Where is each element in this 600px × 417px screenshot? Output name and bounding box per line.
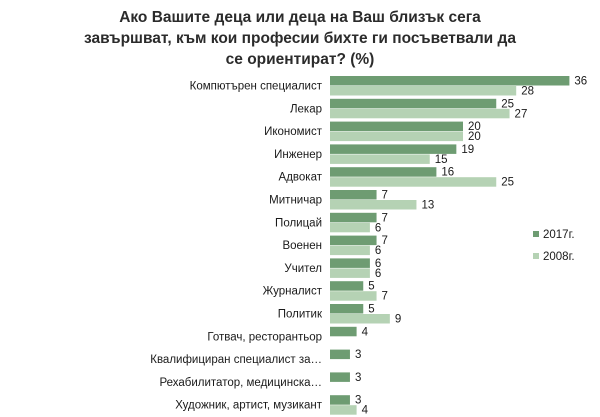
bar-2017 (330, 258, 370, 268)
value-label-2008: 20 (468, 131, 481, 143)
bar-2017 (330, 326, 357, 337)
value-label-2008: 6 (375, 222, 381, 234)
value-label-2008: 27 (515, 108, 528, 120)
category-label: Адвокат (279, 172, 323, 184)
legend-swatch (533, 253, 539, 259)
category-label: Икономист (264, 126, 323, 138)
bar-2017 (330, 281, 364, 291)
value-label-2017: 3 (355, 349, 361, 361)
bar-2008 (330, 154, 430, 164)
bar-2008 (330, 268, 370, 278)
category-label: Учител (284, 263, 322, 275)
value-label-2017: 7 (382, 190, 388, 202)
bar-2008 (330, 131, 463, 142)
value-label-2017: 3 (355, 372, 361, 384)
bar-2008 (330, 86, 517, 96)
bar-2017 (330, 349, 350, 360)
value-label-2008: 25 (501, 177, 514, 189)
value-label-2017: 7 (382, 235, 388, 247)
category-label: Журналист (263, 286, 323, 298)
bar-2008 (330, 108, 510, 119)
bar-2017 (330, 167, 437, 177)
bar-2017 (330, 395, 350, 405)
bar-2017 (330, 121, 463, 132)
bar-2008 (330, 222, 370, 233)
category-label: Готвач, ресторантьор (207, 331, 322, 343)
category-label: Компютърен специалист (190, 81, 323, 93)
bar-2017 (330, 235, 377, 246)
value-label-2008: 4 (362, 405, 369, 417)
chart-title-line-2: завършват, към кои професии бихте ги пос… (84, 30, 516, 47)
chart-title-line-3: се ориентират? (%) (226, 51, 375, 68)
value-label-2017: 20 (468, 121, 481, 133)
legend-swatch (533, 231, 539, 237)
value-label-2017: 36 (574, 76, 587, 88)
value-label-2008: 28 (521, 86, 534, 98)
category-label: Инженер (274, 149, 322, 161)
legend-label: 2017г. (543, 229, 575, 241)
value-label-2008: 15 (435, 154, 448, 166)
value-label-2017: 4 (362, 326, 369, 338)
bar-2017 (330, 144, 457, 154)
legend: 2017г. 2008г. (533, 229, 575, 263)
value-label-2008: 6 (375, 245, 381, 257)
bar-2017 (330, 76, 570, 86)
value-label-2017: 19 (461, 144, 474, 156)
value-label-2017: 5 (368, 304, 374, 316)
value-label-2017: 5 (368, 281, 374, 293)
bar-2008 (330, 177, 497, 187)
category-label: Рехабилитатор, медицинска… (159, 377, 322, 389)
category-label: Военен (282, 240, 322, 252)
value-label-2008: 13 (421, 200, 434, 212)
value-label-2008: 6 (375, 268, 381, 280)
bar-2008 (330, 245, 370, 256)
category-label: Полицай (275, 217, 322, 229)
category-label: Художник, артист, музикант (175, 400, 323, 412)
bar-2017 (330, 212, 377, 223)
value-label-2017: 25 (501, 98, 514, 110)
value-label-2017: 16 (441, 167, 454, 179)
value-label-2017: 3 (355, 395, 361, 407)
category-label: Квалифициран специалист за… (150, 354, 322, 366)
chart-title-line-1: Ако Вашите деца или деца на Ваш близък с… (119, 9, 481, 26)
bar-2008 (330, 405, 357, 415)
bar-2017 (330, 372, 350, 382)
bar-2017 (330, 98, 497, 109)
value-label-2008: 7 (382, 291, 388, 303)
bar-2008 (330, 314, 390, 324)
legend-label: 2008г. (543, 251, 575, 263)
chart-title: Ако Вашите деца или деца на Ваш близък с… (84, 9, 516, 68)
bar-2008 (330, 291, 377, 301)
bar-2017 (330, 190, 377, 200)
bar-2017 (330, 304, 364, 314)
category-label: Политик (278, 309, 323, 321)
value-label-2008: 9 (395, 314, 401, 326)
category-label: Лекар (290, 103, 322, 115)
category-label: Митничар (269, 195, 322, 207)
value-label-2017: 7 (382, 212, 388, 224)
bar-2008 (330, 200, 417, 210)
value-label-2017: 6 (375, 258, 381, 270)
